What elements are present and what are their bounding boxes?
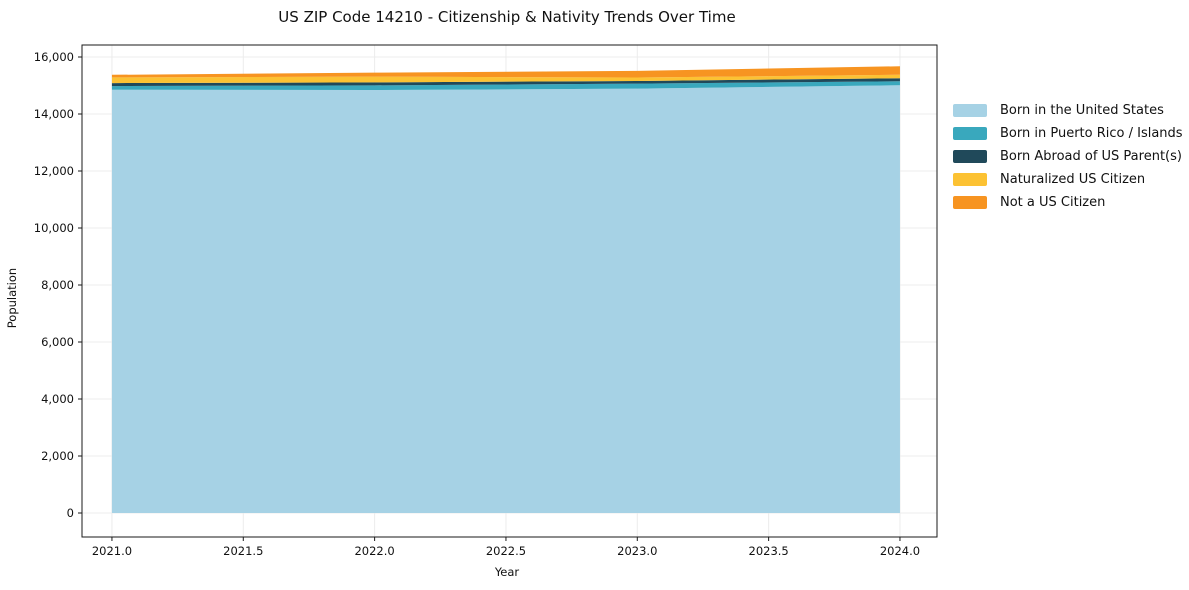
legend-item: Naturalized US Citizen [953, 172, 1183, 187]
x-tick-label: 2021.0 [92, 544, 132, 558]
legend-label: Born in Puerto Rico / Islands [1000, 126, 1183, 141]
legend-item: Born Abroad of US Parent(s) [953, 149, 1183, 164]
area-series-1 [111, 81, 900, 91]
area-series-3 [111, 74, 900, 84]
legend-label: Born Abroad of US Parent(s) [1000, 149, 1182, 164]
y-tick-label: 8,000 [41, 278, 74, 292]
legend-swatch [953, 196, 987, 209]
area-series-4 [111, 66, 900, 78]
y-tick-label: 4,000 [41, 392, 74, 406]
area-series-0 [111, 85, 900, 514]
x-axis-label: Year [494, 565, 520, 579]
y-tick-label: 10,000 [34, 221, 74, 235]
legend-swatch [953, 127, 987, 140]
x-tick-label: 2024.0 [880, 544, 920, 558]
x-tick-label: 2022.5 [486, 544, 526, 558]
y-tick-label: 16,000 [34, 50, 74, 64]
x-tick-label: 2021.5 [223, 544, 263, 558]
y-tick-label: 12,000 [34, 164, 74, 178]
area-series-2 [111, 78, 900, 87]
legend-item: Born in the United States [953, 103, 1183, 118]
legend: Born in the United States Born in Puerto … [953, 103, 1183, 219]
legend-label: Not a US Citizen [1000, 195, 1106, 210]
y-axis-label: Population [5, 267, 19, 329]
legend-label: Born in the United States [1000, 103, 1164, 118]
y-tick-label: 14,000 [34, 107, 74, 121]
y-tick-label: 0 [67, 506, 74, 520]
plot-frame [81, 44, 938, 538]
x-tick-label: 2023.5 [749, 544, 789, 558]
legend-item: Not a US Citizen [953, 195, 1183, 210]
legend-swatch [953, 173, 987, 186]
y-tick-label: 2,000 [41, 449, 74, 463]
legend-item: Born in Puerto Rico / Islands [953, 126, 1183, 141]
y-tick-label: 6,000 [41, 335, 74, 349]
x-tick-label: 2023.0 [617, 544, 657, 558]
legend-swatch [953, 104, 987, 117]
x-tick-label: 2022.0 [354, 544, 394, 558]
legend-swatch [953, 150, 987, 163]
legend-label: Naturalized US Citizen [1000, 172, 1146, 187]
chart-title: US ZIP Code 14210 - Citizenship & Nativi… [278, 8, 736, 26]
